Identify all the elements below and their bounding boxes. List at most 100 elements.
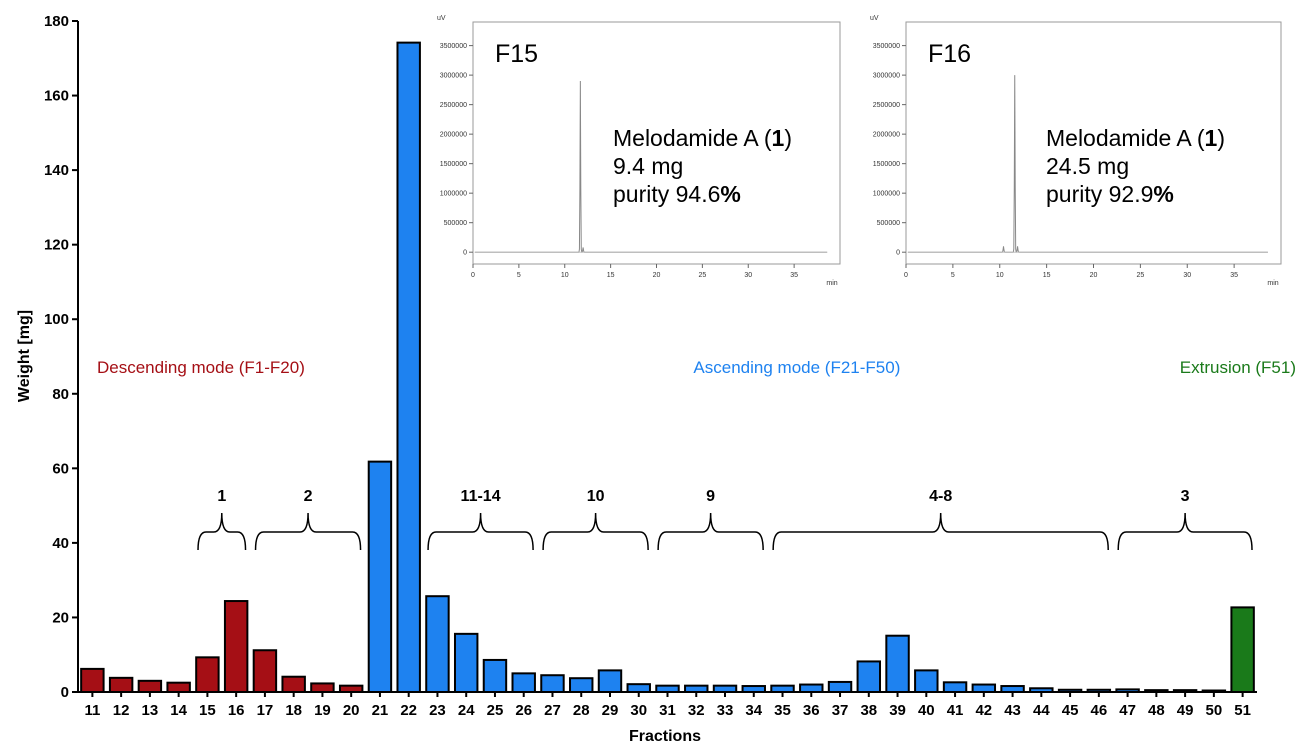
bar	[453, 632, 479, 694]
bar	[1115, 688, 1140, 694]
x-tick-label: 50	[1206, 702, 1223, 719]
inset-x-tick-label: 25	[1136, 272, 1144, 279]
x-tick-label: 14	[170, 702, 187, 719]
inset-x-unit: min	[1267, 280, 1278, 287]
inset-x-tick-label: 15	[1043, 272, 1051, 279]
inset-y-unit: uV	[870, 15, 879, 22]
bar	[1029, 687, 1054, 693]
bar	[396, 41, 421, 694]
x-tick-label: 22	[400, 702, 417, 719]
compound-number: 1	[772, 125, 785, 151]
bar	[482, 658, 508, 693]
inset-y-tick-label: 2500000	[873, 102, 900, 109]
inset-purity-label: purity 94.6%	[613, 181, 741, 207]
inset-title: F16	[928, 40, 971, 68]
compound-name: Melodamide A (	[613, 125, 772, 151]
y-tick-label: 140	[44, 162, 69, 179]
inset-purity-label: purity 92.9%	[1046, 181, 1174, 207]
inset-compound-label: Melodamide A (1)	[1046, 125, 1225, 151]
inset-title: F15	[495, 40, 538, 68]
inset-x-tick-label: 35	[1230, 272, 1238, 279]
bar	[914, 669, 939, 694]
inset-x-tick-label: 10	[996, 272, 1004, 279]
inset-y-tick-label: 1500000	[440, 161, 467, 168]
bar	[137, 679, 163, 693]
x-tick-label: 23	[429, 702, 446, 719]
group-label: 2	[304, 488, 313, 505]
bar	[195, 656, 220, 693]
bar	[1144, 689, 1169, 693]
group-label: 3	[1181, 488, 1190, 505]
bar	[741, 685, 766, 694]
mode-labels: Descending mode (F1-F20) Ascending mode (…	[97, 358, 1296, 377]
inset-x-tick-label: 5	[517, 272, 521, 279]
y-tick-label: 160	[44, 88, 69, 105]
y-axis: 0 20 40 60 80 100 120 140 160 180	[44, 13, 79, 701]
bar	[856, 660, 882, 694]
bar	[338, 684, 364, 694]
purity-percent: %	[1153, 181, 1173, 207]
x-tick-label: 38	[860, 702, 877, 719]
inset-x-tick-label: 15	[607, 272, 615, 279]
x-tick-label: 29	[602, 702, 619, 719]
bar	[252, 649, 278, 694]
group-label: 1	[217, 488, 226, 505]
inset-y-tick-label: 2000000	[873, 132, 900, 139]
bar	[425, 595, 450, 693]
y-tick-label: 0	[61, 684, 69, 701]
x-tick-label: 40	[918, 702, 935, 719]
x-tick-label: 25	[487, 702, 504, 719]
inset-mass-label: 24.5 mg	[1046, 153, 1129, 179]
inset-x-tick-label: 5	[951, 272, 955, 279]
bar	[827, 680, 853, 693]
inset-y-tick-label: 3500000	[873, 43, 900, 50]
mode-label: Extrusion (F51)	[1180, 358, 1296, 377]
bar	[770, 684, 795, 694]
x-tick-label: 33	[717, 702, 734, 719]
bar	[108, 676, 134, 694]
x-tick-label: 26	[515, 702, 532, 719]
bar	[80, 667, 105, 693]
x-tick-label: 11	[84, 702, 100, 719]
x-tick-label: 19	[314, 702, 331, 719]
x-tick-label: 17	[257, 702, 274, 719]
x-tick-label: 28	[573, 702, 590, 719]
x-tick-label: 30	[630, 702, 647, 719]
group-bracket	[197, 512, 247, 551]
y-tick-label: 40	[52, 535, 69, 552]
x-tick-label: 16	[228, 702, 245, 719]
bar	[626, 683, 651, 694]
bar	[1172, 689, 1198, 693]
inset-x-tick-label: 10	[561, 272, 569, 279]
group-bracket	[427, 512, 534, 551]
group-label: 4-8	[929, 488, 952, 505]
x-tick-label: 24	[458, 702, 475, 719]
inset-y-tick-label: 0	[896, 250, 900, 257]
inset-x-tick-label: 25	[698, 272, 706, 279]
x-axis-label: Fractions	[629, 728, 701, 745]
bar	[166, 681, 191, 693]
inset-y-tick-label: 3000000	[873, 73, 900, 80]
purity-value: purity 94.6	[613, 181, 720, 207]
x-tick-label: 43	[1004, 702, 1021, 719]
inset-x-tick-label: 35	[790, 272, 798, 279]
fraction-groups: 1 2 11-14 10 9 4-8 3	[197, 488, 1253, 551]
x-axis: 11 12 13 14 15 16 17 18 19 20 21 22 23 24 25 26 27 28 29 30…	[77, 691, 1257, 719]
inset-compound-label: Melodamide A (1)	[613, 125, 792, 151]
x-tick-label: 46	[1090, 702, 1107, 719]
x-tick-label: 12	[113, 702, 130, 719]
bar	[942, 681, 968, 694]
y-tick-label: 100	[44, 311, 69, 328]
bar	[367, 460, 393, 693]
x-tick-label: 13	[142, 702, 159, 719]
bar	[1230, 606, 1255, 694]
group-label: 11-14	[461, 488, 501, 505]
compound-number: 1	[1205, 125, 1218, 151]
x-tick-label: 36	[803, 702, 820, 719]
group-bracket	[772, 512, 1109, 551]
bar	[281, 675, 306, 694]
bar	[971, 683, 997, 693]
x-tick-label: 18	[285, 702, 302, 719]
inset-y-tick-label: 0	[463, 250, 467, 257]
